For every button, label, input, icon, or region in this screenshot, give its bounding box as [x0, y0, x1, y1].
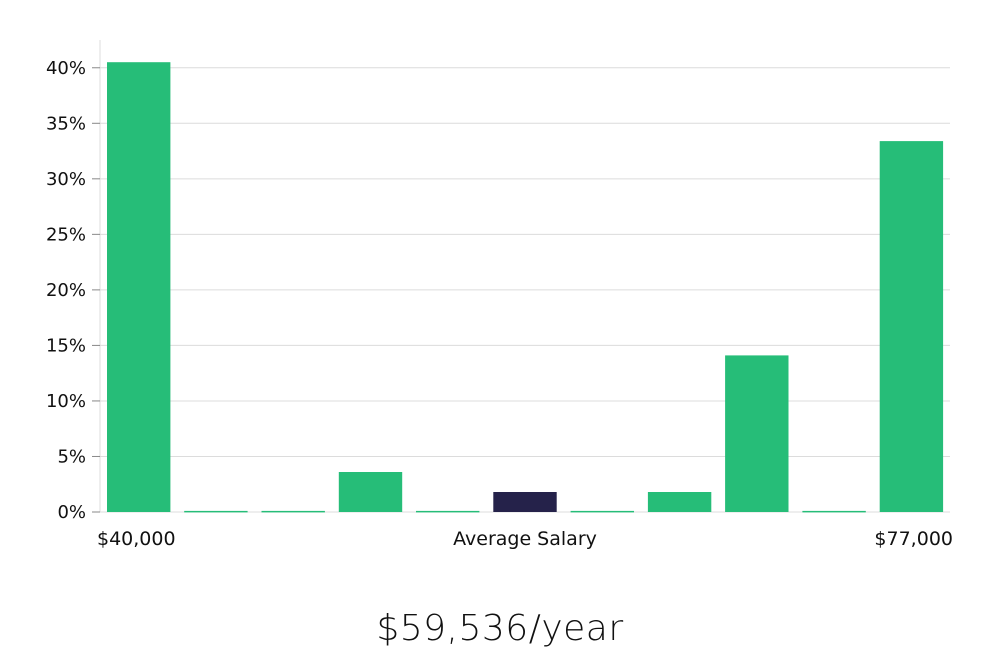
- bar: [107, 62, 171, 512]
- x-axis-min-label: $40,000: [97, 528, 176, 550]
- y-tick-label: 10%: [46, 391, 86, 412]
- bar: [725, 355, 789, 512]
- y-tick-label: 40%: [46, 58, 86, 79]
- bar: [647, 492, 712, 512]
- bar: [416, 510, 480, 513]
- bar: [338, 472, 403, 512]
- y-axis-ticks: 0% 5% 10% 15% 20% 25% 30% 35% 40%: [46, 58, 100, 523]
- bar: [261, 510, 325, 513]
- bars: [107, 62, 944, 513]
- bar-average-salary: [493, 492, 557, 512]
- x-axis-center-label: Average Salary: [453, 528, 597, 550]
- salary-histogram: 0% 5% 10% 15% 20% 25% 30% 35% 40%: [46, 40, 950, 523]
- y-tick-label: 25%: [46, 224, 86, 245]
- average-salary-value: $59,536/year: [376, 608, 624, 649]
- y-tick-label: 35%: [46, 113, 86, 134]
- bar: [570, 510, 634, 513]
- bar: [879, 141, 944, 512]
- y-tick-label: 0%: [57, 502, 86, 523]
- bar: [184, 510, 248, 513]
- bar: [802, 510, 866, 513]
- y-tick-label: 15%: [46, 335, 86, 356]
- gridlines: [100, 67, 950, 513]
- y-tick-label: 5%: [57, 446, 86, 467]
- y-tick-label: 20%: [46, 280, 86, 301]
- y-tick-label: 30%: [46, 169, 86, 190]
- x-axis-max-label: $77,000: [874, 528, 953, 550]
